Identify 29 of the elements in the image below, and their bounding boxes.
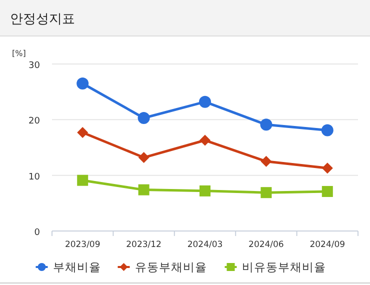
x-tick-label: 2023/09 [64, 240, 100, 250]
x-tick-label: 2023/12 [126, 240, 162, 250]
x-tick-label: 2024/06 [248, 240, 284, 250]
point [199, 96, 211, 108]
point [260, 156, 272, 167]
legend-label: 유동부채비율 [134, 260, 207, 274]
point [138, 152, 150, 164]
point [77, 174, 88, 186]
point [138, 184, 150, 196]
point [260, 187, 272, 198]
point [322, 162, 333, 174]
point [77, 126, 88, 138]
point [200, 185, 210, 196]
legend-label: 비유동부채비율 [242, 260, 326, 274]
y-tick-label: 0 [34, 228, 40, 238]
point [321, 124, 334, 136]
point [76, 77, 89, 90]
point [322, 186, 333, 197]
point [260, 118, 272, 131]
y-tick-label: 30 [28, 61, 40, 71]
x-tick-label: 2024/09 [310, 240, 346, 250]
legend-label: 부채비율 [52, 260, 101, 274]
y-tick-label: 20 [28, 116, 40, 127]
x-tick-label: 2024/03 [187, 240, 223, 250]
point [138, 112, 150, 124]
chart-title: 안정성지표 [10, 12, 75, 27]
y-tick-label: 10 [28, 172, 40, 182]
y-axis-title: [%] [12, 49, 26, 58]
point [200, 134, 210, 146]
